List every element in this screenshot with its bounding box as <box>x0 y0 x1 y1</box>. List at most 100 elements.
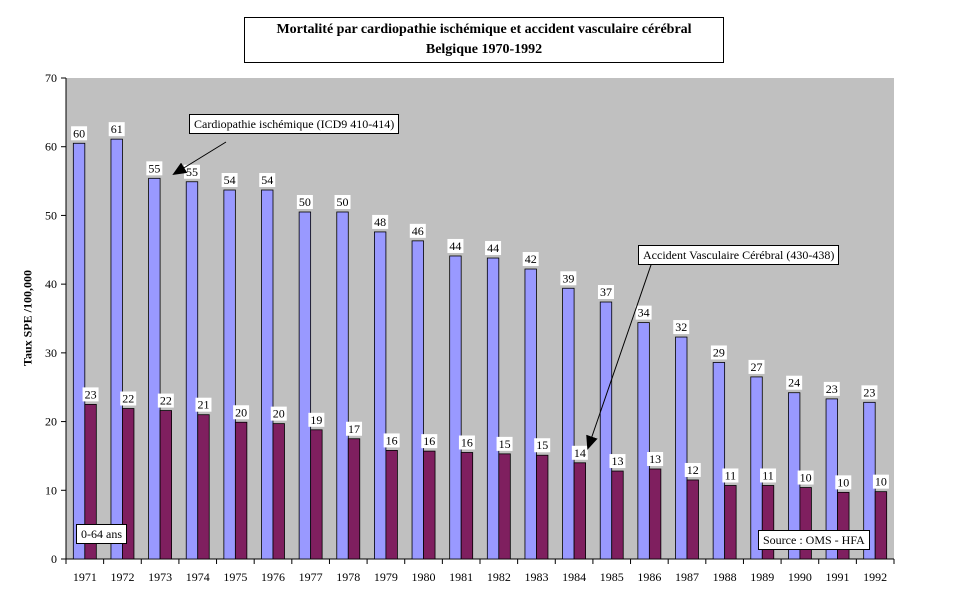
y-tick-label: 0 <box>51 552 57 566</box>
data-label-bg <box>647 451 664 466</box>
data-label-bg <box>308 412 325 427</box>
bar-avc <box>799 487 812 560</box>
data-label-bg <box>872 474 889 489</box>
data-label-cardio: 34 <box>638 306 650 320</box>
y-tick-label: 40 <box>45 277 57 291</box>
data-label-cardio: 54 <box>261 173 273 187</box>
data-label-bg <box>372 214 389 229</box>
bar-cardio <box>712 362 726 560</box>
data-label-bg <box>760 468 777 483</box>
data-label-bg <box>496 436 513 451</box>
x-tick-label: 1986 <box>637 570 661 584</box>
x-tick-label: 1974 <box>186 570 210 584</box>
data-label-cardio: 23 <box>863 385 875 399</box>
x-tick-label: 1988 <box>713 570 737 584</box>
data-label-avc: 22 <box>122 392 134 406</box>
data-label-cardio: 27 <box>751 360 763 374</box>
bar-avc <box>385 450 398 560</box>
x-tick-label: 1979 <box>374 570 398 584</box>
data-label-cardio: 44 <box>449 239 461 253</box>
x-tick-label: 1978 <box>336 570 360 584</box>
bar-avc <box>84 403 97 560</box>
data-label-avc: 11 <box>762 468 774 482</box>
legend-avc-label: Accident Vasculaire Cérébral (430-438) <box>638 245 840 265</box>
data-label-bg <box>233 405 250 420</box>
data-label-bg <box>534 438 551 453</box>
data-label-bg <box>597 285 614 300</box>
x-tick-label: 1977 <box>299 570 323 584</box>
data-label-bg <box>458 435 475 450</box>
data-label-avc: 20 <box>273 407 285 421</box>
chart-title: Mortalité par cardiopathie ischémique et… <box>244 17 724 63</box>
data-label-bg <box>861 385 878 400</box>
bar-avc <box>159 410 172 560</box>
data-label-bg <box>684 462 701 477</box>
x-tick-label: 1989 <box>750 570 774 584</box>
bar-avc <box>874 491 888 560</box>
data-label-cardio: 37 <box>600 285 612 299</box>
data-label-avc: 12 <box>687 463 699 477</box>
data-label-bg <box>797 470 814 485</box>
legend-cardio-label: Cardiopathie ischémique (ICD9 410-414) <box>189 114 400 134</box>
data-label-bg <box>183 164 200 179</box>
age-annotation: 0-64 ans <box>76 524 127 544</box>
data-label-bg <box>71 126 88 141</box>
data-label-cardio: 54 <box>224 173 236 187</box>
chart-title-line2: Belgique 1970-1992 <box>425 42 543 57</box>
x-tick-label: 1971 <box>73 570 97 584</box>
x-tick-label: 1985 <box>600 570 624 584</box>
data-label-cardio: 55 <box>186 165 198 179</box>
data-label-bg <box>522 252 539 267</box>
x-tick-label: 1991 <box>826 570 850 584</box>
data-label-bg <box>334 194 351 209</box>
bar-avc <box>310 429 323 560</box>
y-tick-label: 70 <box>45 71 57 85</box>
data-label-bg <box>259 173 276 188</box>
data-label-bg <box>157 393 174 408</box>
data-label-cardio: 60 <box>73 126 85 140</box>
bar-cardio <box>562 287 575 560</box>
x-tick-label: 1973 <box>148 570 172 584</box>
source-annotation: Source : OMS - HFA <box>758 530 870 550</box>
data-label-cardio: 39 <box>562 271 574 285</box>
data-label-bg <box>823 381 840 396</box>
x-tick-label: 1981 <box>449 570 473 584</box>
bar-avc <box>460 452 474 560</box>
data-label-cardio: 50 <box>299 195 311 209</box>
arrow-cardio <box>172 141 227 176</box>
x-tick-label: 1990 <box>788 570 812 584</box>
bar-cardio <box>524 268 537 560</box>
x-axis: 1971 1972 1973 1974 1975 1976 1977 1978 1979 1980… <box>65 558 895 584</box>
data-label-avc: 13 <box>649 452 661 466</box>
data-label-avc: 16 <box>461 435 473 449</box>
bar-cardio <box>223 189 236 560</box>
data-label-bg <box>296 194 313 209</box>
x-tick-label: 1972 <box>110 570 134 584</box>
data-label-bg <box>383 433 400 448</box>
bar-avc <box>272 423 285 560</box>
data-label-cardio: 24 <box>788 376 800 390</box>
bar-avc <box>648 468 662 560</box>
bar-cardio <box>411 240 424 560</box>
bar-avc <box>573 462 586 560</box>
y-tick-label: 10 <box>45 483 57 497</box>
bar-avc <box>761 485 775 560</box>
y-axis: 0 10 20 30 40 50 60 70 <box>45 71 67 566</box>
data-label-bg <box>409 223 426 238</box>
data-label-avc: 10 <box>875 475 887 489</box>
data-label-bg <box>748 359 765 374</box>
data-label-bg <box>195 397 212 412</box>
y-axis-label: Taux SPE /100,000 <box>20 270 35 366</box>
bar-cardio <box>261 189 274 560</box>
data-label-bg <box>485 241 502 256</box>
y-tick-label: 60 <box>45 140 57 154</box>
data-label-bg <box>635 305 652 320</box>
bar-cardio <box>298 211 312 560</box>
bar-avc <box>536 454 549 560</box>
x-tick-label: 1982 <box>487 570 511 584</box>
data-label-bg <box>710 345 727 360</box>
data-label-avc: 23 <box>85 387 97 401</box>
data-label-cardio: 61 <box>111 122 123 136</box>
data-label-bg <box>346 421 363 436</box>
chart-title-line1: Mortalité par cardiopathie ischémique et… <box>276 22 692 37</box>
